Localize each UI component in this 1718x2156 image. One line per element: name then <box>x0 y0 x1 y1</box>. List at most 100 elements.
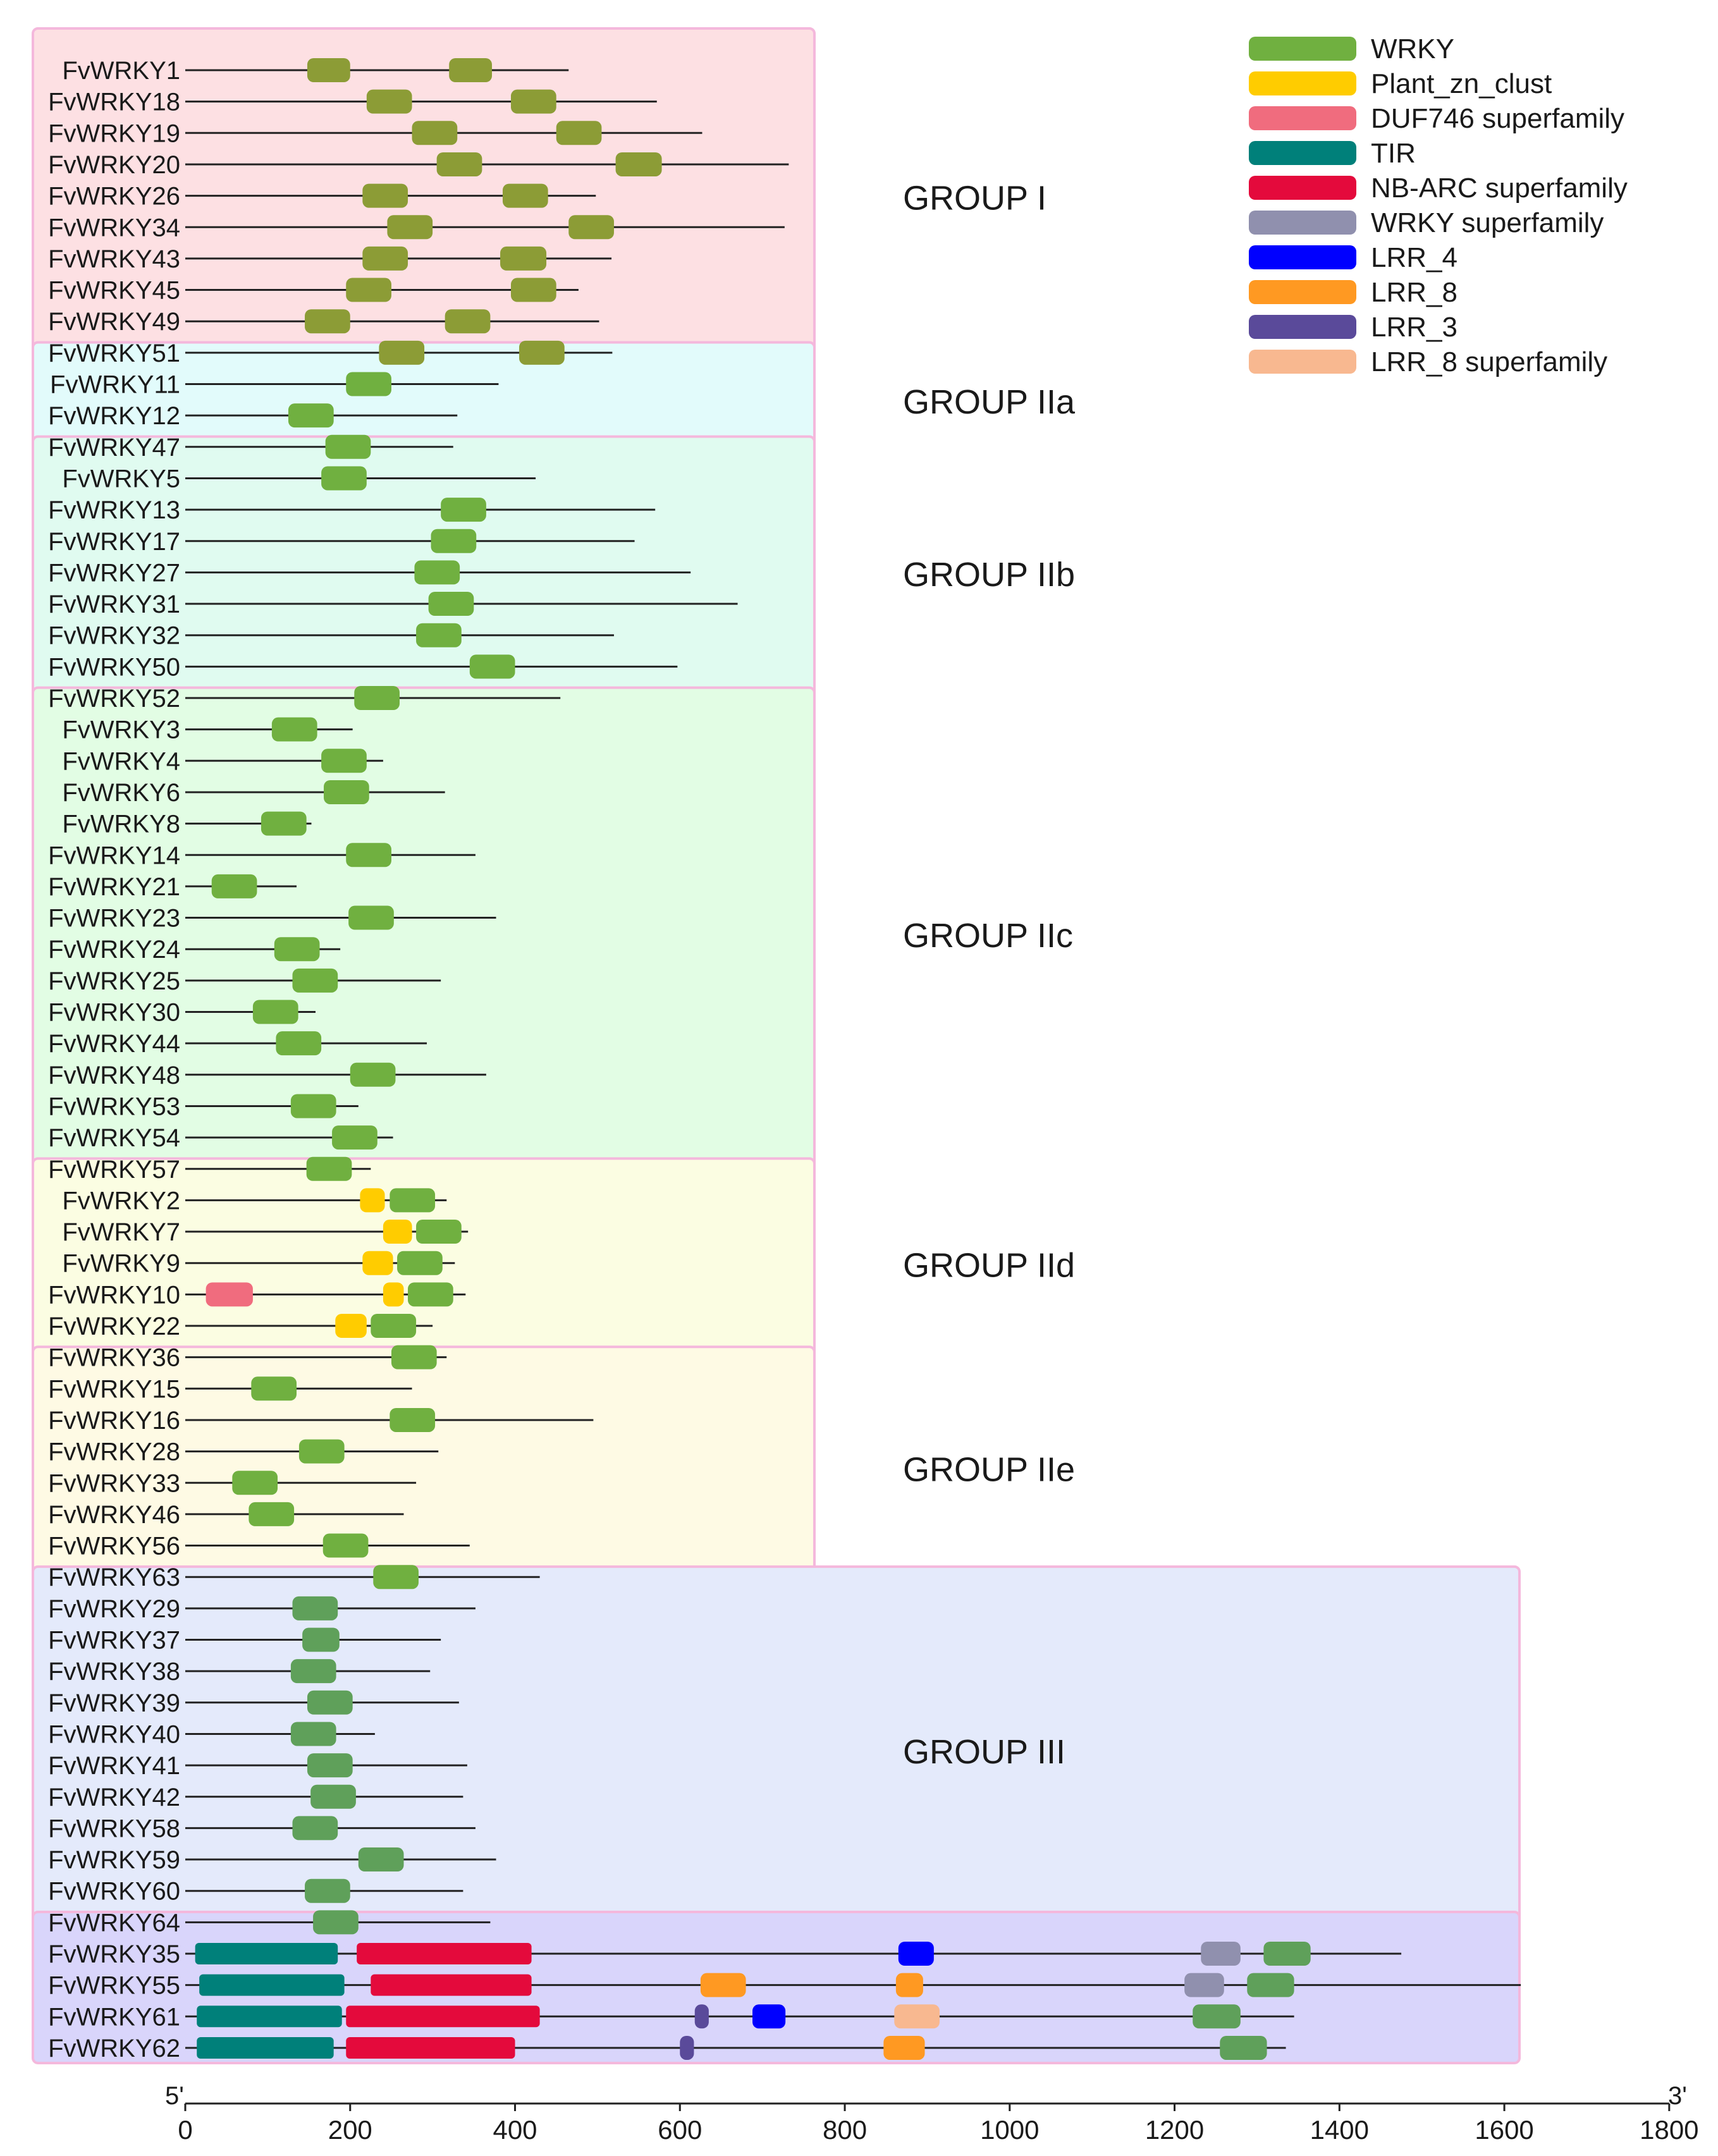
legend-swatch-lrr_3 <box>1249 315 1356 339</box>
domain-box-wrky <box>431 529 477 553</box>
gene-label: FvWRKY36 <box>48 1344 180 1372</box>
domain-box-wrky3 <box>313 1910 359 1935</box>
domain-box-plant_zn_clust <box>335 1314 367 1338</box>
gene-label: FvWRKY25 <box>48 967 180 995</box>
x-axis-tick-label: 1800 <box>1640 2115 1698 2145</box>
domain-box-wrky3 <box>307 1690 353 1715</box>
domain-box-lrr_4 <box>752 2004 786 2029</box>
domain-box-wrky <box>321 749 367 773</box>
legend-label: LRR_4 <box>1371 242 1457 273</box>
gene-label: FvWRKY23 <box>48 905 180 933</box>
domain-box-wrky <box>325 434 371 459</box>
domain-box-wrky <box>556 121 602 145</box>
gene-label: FvWRKY7 <box>62 1218 180 1246</box>
domain-box-wrky <box>321 466 367 491</box>
domain-box-wrky <box>332 1125 377 1150</box>
gene-label: FvWRKY49 <box>48 308 180 336</box>
domain-box-tir <box>195 1943 338 1964</box>
axis-five-prime-label: 5' <box>165 2082 184 2110</box>
domain-box-wrky <box>414 560 460 585</box>
gene-label: FvWRKY40 <box>48 1720 180 1748</box>
domain-box-wrky <box>408 1282 453 1307</box>
legend-swatch-duf746 <box>1249 106 1356 130</box>
domain-box-wrky <box>354 686 400 710</box>
x-axis-tick-label: 200 <box>328 2115 372 2145</box>
domain-box-wrky <box>412 121 458 145</box>
gene-label: FvWRKY47 <box>48 434 180 462</box>
domain-box-wrky <box>445 309 491 334</box>
domain-box-wrky <box>615 152 662 176</box>
legend-swatch-lrr_8sf <box>1249 350 1356 374</box>
domain-box-wrky <box>288 403 334 428</box>
gene-label: FvWRKY44 <box>48 1030 180 1058</box>
gene-label: FvWRKY29 <box>48 1595 180 1623</box>
domain-box-wrky <box>322 1533 369 1558</box>
domain-box-wrky <box>290 1094 336 1118</box>
gene-label: FvWRKY60 <box>48 1878 180 1906</box>
domain-box-wrky <box>441 498 486 522</box>
gene-label: FvWRKY8 <box>62 811 180 838</box>
domain-box-lrr_4 <box>898 1942 934 1966</box>
gene-label: FvWRKY59 <box>48 1846 180 1874</box>
domain-box-nbarc <box>371 1974 532 1996</box>
gene-label: FvWRKY33 <box>48 1469 180 1497</box>
domain-box-tir <box>197 2006 342 2028</box>
domain-box-wrky <box>387 215 433 240</box>
gene-label: FvWRKY20 <box>48 151 180 179</box>
legend-label: NB-ARC superfamily <box>1371 173 1628 204</box>
gene-label: FvWRKY61 <box>48 2003 180 2031</box>
gene-label: FvWRKY39 <box>48 1689 180 1717</box>
domain-box-wrky <box>366 89 412 114</box>
domain-box-wrky3 <box>310 1784 356 1809</box>
gene-label: FvWRKY24 <box>48 936 180 964</box>
group-label: GROUP III <box>903 1733 1065 1771</box>
domain-box-wrky <box>416 623 462 647</box>
gene-label: FvWRKY28 <box>48 1438 180 1466</box>
legend-swatch-lrr_8 <box>1249 280 1356 304</box>
domain-box-duf746 <box>206 1282 253 1307</box>
domain-box-wrky <box>416 1220 462 1244</box>
domain-box-wrky <box>346 843 391 867</box>
legend-label: WRKY <box>1371 34 1454 64</box>
x-axis-tick-label: 600 <box>658 2115 702 2145</box>
gene-label: FvWRKY45 <box>48 277 180 305</box>
legend-label: WRKY superfamily <box>1371 207 1604 238</box>
gene-rows: FvWRKY1 FvWRKY18 FvWRKY19 FvWRKY20 FvWRKY26 F… <box>48 57 1521 2062</box>
domain-box-lrr_8 <box>895 1973 923 1997</box>
domain-box-wrky3 <box>290 1659 336 1684</box>
gene-label: FvWRKY12 <box>48 402 180 430</box>
domain-box-wrky3 <box>1220 2035 1267 2060</box>
domain-box-wrky <box>346 278 391 302</box>
gene-label: FvWRKY30 <box>48 999 180 1027</box>
gene-label: FvWRKY57 <box>48 1156 180 1184</box>
domain-box-wrky <box>350 1062 396 1087</box>
domain-box-plant_zn_clust <box>360 1188 385 1213</box>
domain-box-lrr_3 <box>680 2035 694 2060</box>
gene-label: FvWRKY26 <box>48 183 180 211</box>
domain-box-nbarc <box>357 1943 532 1964</box>
domain-box-wrky <box>307 58 350 82</box>
gene-label: FvWRKY32 <box>48 622 180 650</box>
x-axis-tick-label: 800 <box>823 2115 867 2145</box>
gene-label: FvWRKY1 <box>62 57 180 85</box>
group-label: GROUP IIe <box>903 1450 1075 1488</box>
domain-box-wrky <box>324 780 369 804</box>
domain-box-wrky <box>306 1156 352 1181</box>
domain-box-wrky <box>348 905 394 930</box>
domain-box-wrky <box>305 309 350 334</box>
legend-swatch-wrky <box>1249 37 1356 61</box>
gene-label: FvWRKY5 <box>62 465 180 493</box>
domain-box-wrky <box>511 278 556 302</box>
gene-label: FvWRKY52 <box>48 685 180 713</box>
gene-label: FvWRKY56 <box>48 1533 180 1560</box>
domain-box-wrky <box>502 183 548 208</box>
domain-box-wrky <box>346 372 391 396</box>
gene-label: FvWRKY22 <box>48 1313 180 1340</box>
domain-box-wrky <box>276 1031 322 1056</box>
domain-box-wrky <box>397 1251 443 1275</box>
legend-label: LRR_8 superfamily <box>1371 346 1607 377</box>
group-label: GROUP IIc <box>903 917 1073 955</box>
x-axis-tick-label: 1600 <box>1475 2115 1533 2145</box>
gene-label: FvWRKY14 <box>48 842 180 869</box>
